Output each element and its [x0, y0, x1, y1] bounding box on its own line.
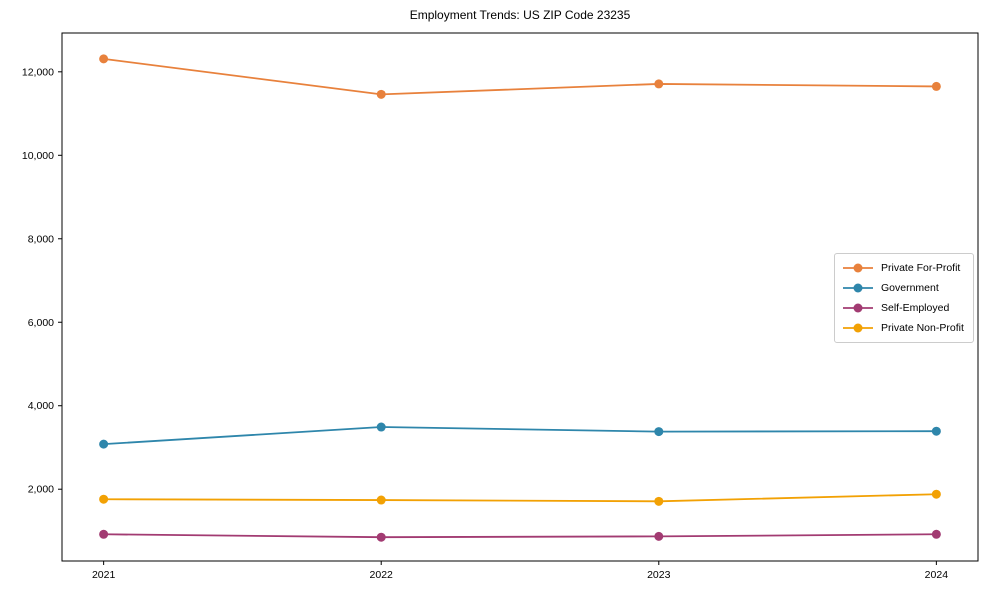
x-axis-tick-label: 2023 [647, 569, 671, 581]
y-axis-tick-label: 4,000 [28, 400, 54, 412]
y-axis-tick-label: 8,000 [28, 233, 54, 245]
legend-item: Private Non-Profit [843, 321, 965, 335]
data-point-marker [376, 495, 386, 505]
x-axis-tick-label: 2021 [92, 569, 116, 581]
plot-border [61, 32, 979, 562]
data-point-marker [654, 427, 664, 437]
chart-title: Employment Trends: US ZIP Code 23235 [409, 8, 631, 22]
data-point-marker [931, 529, 941, 539]
legend-swatch [843, 303, 873, 313]
series-line [103, 57, 937, 96]
y-axis-tick-label: 12,000 [22, 66, 54, 78]
data-point-marker [376, 532, 386, 542]
data-point-marker [931, 81, 941, 91]
data-point-marker [99, 529, 109, 539]
y-axis-tick-label: 2,000 [28, 484, 54, 496]
data-point-marker [654, 531, 664, 541]
data-point-marker [654, 79, 664, 89]
x-axis-tick-label: 2022 [370, 569, 394, 581]
legend-label: Private Non-Profit [881, 322, 964, 334]
legend-label: Government [881, 282, 939, 294]
data-point-marker [99, 439, 109, 449]
x-axis-tick-label: 2024 [925, 569, 949, 581]
chart-legend: Private For-Profit Government Self-Employe… [834, 253, 974, 343]
y-axis-tick-label: 6,000 [28, 317, 54, 329]
data-point-marker [99, 494, 109, 504]
series-line [103, 426, 937, 446]
legend-swatch [843, 263, 873, 273]
data-point-marker [931, 426, 941, 436]
data-point-marker [99, 54, 109, 64]
data-point-marker [654, 496, 664, 506]
legend-label: Private For-Profit [881, 262, 961, 274]
legend-item: Private For-Profit [843, 261, 965, 275]
data-point-marker [376, 422, 386, 432]
legend-item: Government [843, 281, 965, 295]
y-axis-tick-label: 10,000 [22, 150, 54, 162]
legend-swatch [843, 283, 873, 293]
legend-label: Self-Employed [881, 302, 950, 314]
legend-swatch [843, 323, 873, 333]
legend-item: Self-Employed [843, 301, 965, 315]
data-point-marker [376, 89, 386, 99]
series-line [103, 533, 937, 539]
series-line [103, 493, 937, 503]
data-point-marker [931, 489, 941, 499]
